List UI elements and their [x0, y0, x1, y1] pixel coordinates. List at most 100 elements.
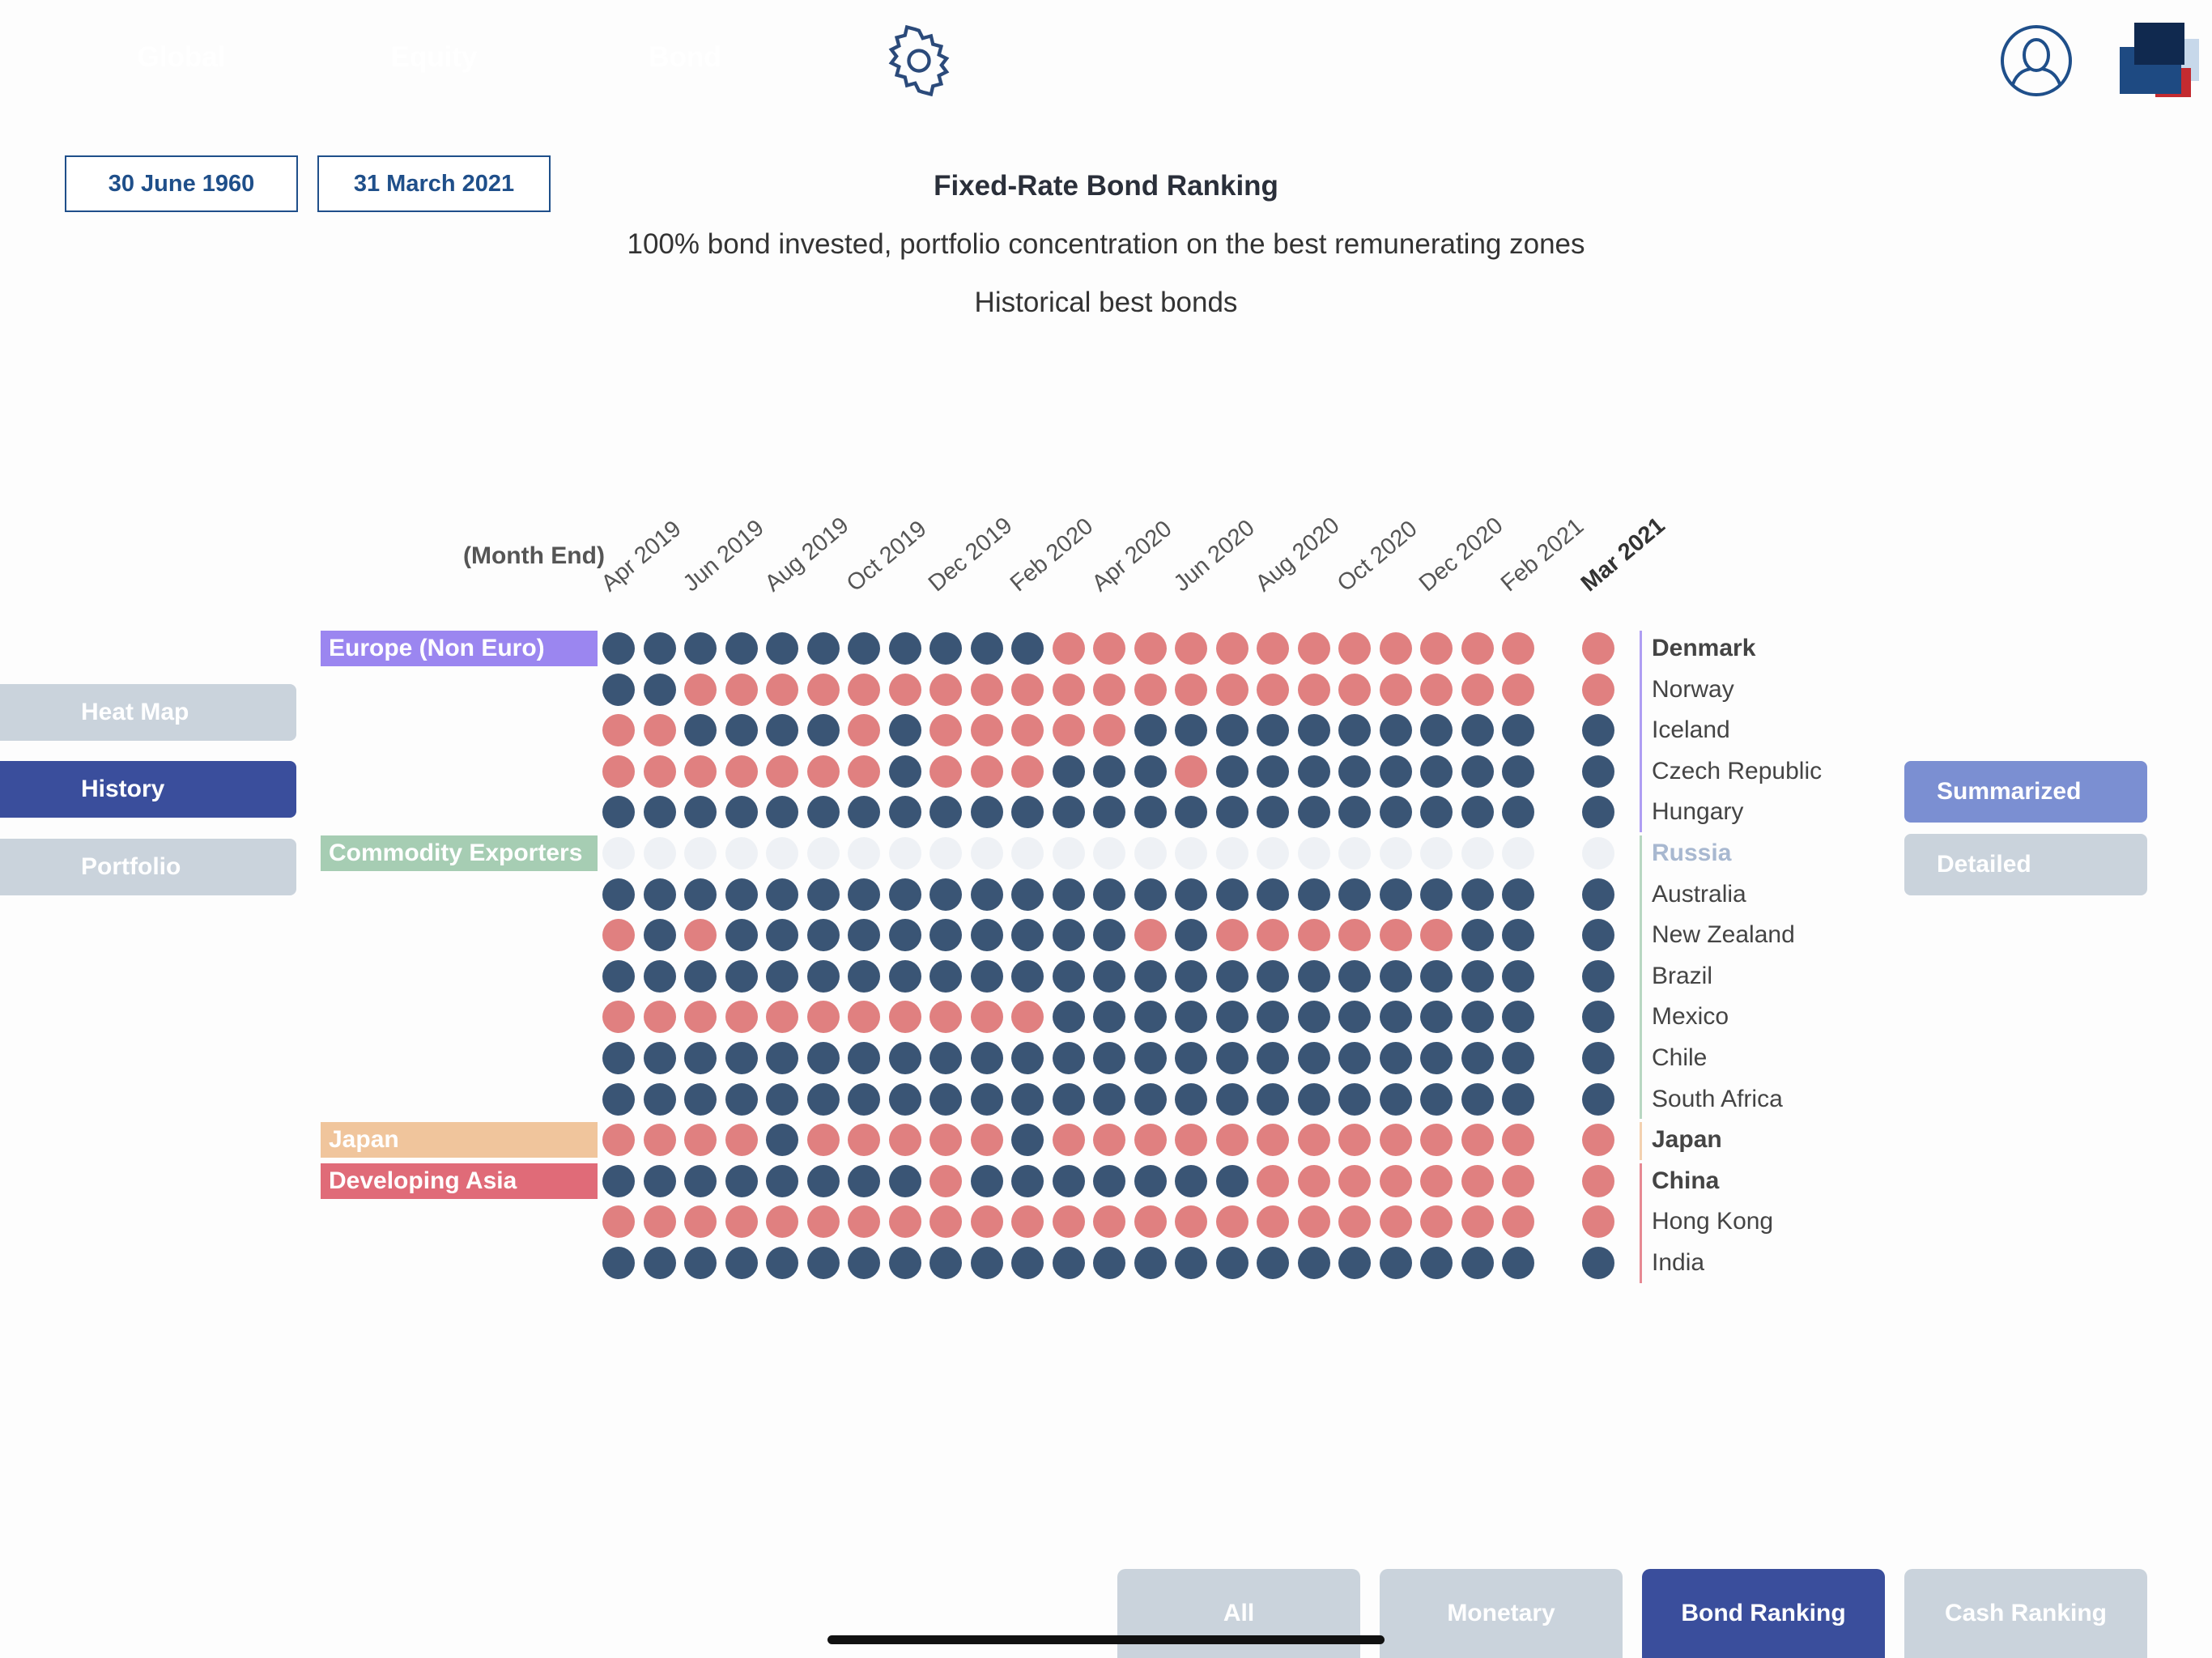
ranking-dot[interactable] [1215, 714, 1249, 747]
current-ranking-dot[interactable] [1582, 1124, 1614, 1157]
ranking-dot[interactable] [970, 1164, 1003, 1197]
ranking-dot[interactable] [1379, 837, 1412, 869]
ranking-dot[interactable] [766, 1001, 798, 1034]
ranking-dot[interactable] [1134, 632, 1167, 665]
ranking-dot[interactable] [1134, 919, 1167, 952]
ranking-dot[interactable] [929, 959, 962, 993]
ranking-dot[interactable] [1175, 673, 1207, 706]
ranking-dot[interactable] [1093, 1124, 1125, 1157]
ranking-dot[interactable] [1215, 1124, 1249, 1157]
ranking-dot[interactable] [1011, 1164, 1044, 1197]
ranking-dot[interactable] [1215, 919, 1249, 952]
detailed-button[interactable]: Detailed [1904, 834, 2147, 895]
ranking-dot[interactable] [766, 632, 798, 665]
ranking-dot[interactable] [1420, 1247, 1453, 1279]
current-ranking-dot[interactable] [1582, 837, 1614, 869]
ranking-dot[interactable] [1134, 959, 1167, 993]
ranking-dot[interactable] [1379, 796, 1412, 829]
ranking-dot[interactable] [848, 959, 880, 993]
ranking-dot[interactable] [1093, 796, 1125, 829]
ranking-dot[interactable] [1134, 878, 1167, 911]
ranking-dot[interactable] [1215, 1205, 1249, 1239]
ranking-dot[interactable] [1297, 1001, 1330, 1034]
ranking-dot[interactable] [1461, 1164, 1494, 1197]
ranking-dot[interactable] [848, 1205, 880, 1239]
ranking-dot[interactable] [1379, 755, 1412, 788]
ranking-dot[interactable] [1461, 755, 1494, 788]
ranking-dot[interactable] [602, 1247, 635, 1279]
ranking-dot[interactable] [766, 714, 798, 747]
ranking-dot[interactable] [970, 959, 1003, 993]
ranking-dot[interactable] [1297, 919, 1330, 952]
ranking-dot[interactable] [929, 919, 962, 952]
ranking-dot[interactable] [1420, 878, 1453, 911]
ranking-dot[interactable] [1175, 878, 1207, 911]
ranking-dot[interactable] [888, 919, 921, 952]
ranking-dot[interactable] [806, 1124, 840, 1157]
ranking-dot[interactable] [602, 1042, 635, 1074]
ranking-dot[interactable] [1338, 1082, 1371, 1116]
ranking-dot[interactable] [1461, 1205, 1494, 1239]
ranking-dot[interactable] [806, 796, 840, 829]
ranking-dot[interactable] [806, 673, 840, 706]
ranking-dot[interactable] [848, 755, 880, 788]
ranking-dot[interactable] [684, 796, 717, 829]
ranking-dot[interactable] [806, 878, 840, 911]
ranking-dot[interactable] [725, 673, 758, 706]
tab-bond-ranking[interactable]: Bond Ranking [1642, 1569, 1885, 1658]
nav-heat-map[interactable]: Heat Map [0, 684, 296, 741]
ranking-dot[interactable] [1257, 959, 1289, 993]
ranking-dot[interactable] [1461, 1247, 1494, 1279]
ranking-dot[interactable] [1052, 959, 1085, 993]
ranking-dot[interactable] [602, 959, 635, 993]
ranking-dot[interactable] [1502, 632, 1534, 665]
ranking-dot[interactable] [1297, 1042, 1330, 1074]
ranking-dot[interactable] [970, 919, 1003, 952]
ranking-dot[interactable] [1093, 755, 1125, 788]
ranking-dot[interactable] [1420, 796, 1453, 829]
ranking-dot[interactable] [1093, 1247, 1125, 1279]
ranking-dot[interactable] [929, 1164, 962, 1197]
ranking-dot[interactable] [1011, 878, 1044, 911]
current-ranking-dot[interactable] [1582, 632, 1614, 665]
ranking-dot[interactable] [848, 1164, 880, 1197]
ranking-dot[interactable] [684, 1164, 717, 1197]
ranking-dot[interactable] [1011, 632, 1044, 665]
ranking-dot[interactable] [766, 1124, 798, 1157]
ranking-dot[interactable] [1175, 755, 1207, 788]
ranking-dot[interactable] [1461, 919, 1494, 952]
ranking-dot[interactable] [970, 837, 1003, 869]
ranking-dot[interactable] [1093, 673, 1125, 706]
ranking-dot[interactable] [1052, 1001, 1085, 1034]
ranking-dot[interactable] [684, 919, 717, 952]
ranking-dot[interactable] [1011, 1082, 1044, 1116]
ranking-dot[interactable] [970, 1042, 1003, 1074]
current-ranking-dot[interactable] [1582, 1042, 1614, 1074]
ranking-dot[interactable] [1093, 1042, 1125, 1074]
ranking-dot[interactable] [766, 796, 798, 829]
ranking-dot[interactable] [1093, 919, 1125, 952]
ranking-dot[interactable] [1052, 1124, 1085, 1157]
ranking-dot[interactable] [1338, 878, 1371, 911]
ranking-dot[interactable] [970, 1205, 1003, 1239]
ranking-dot[interactable] [970, 1124, 1003, 1157]
ranking-dot[interactable] [806, 1042, 840, 1074]
ranking-dot[interactable] [1215, 1082, 1249, 1116]
ranking-dot[interactable] [1134, 755, 1167, 788]
ranking-dot[interactable] [1257, 714, 1289, 747]
ranking-dot[interactable] [643, 959, 676, 993]
ranking-dot[interactable] [848, 1082, 880, 1116]
ranking-dot[interactable] [1461, 1001, 1494, 1034]
ranking-dot[interactable] [1420, 1164, 1453, 1197]
ranking-dot[interactable] [1257, 1042, 1289, 1074]
ranking-dot[interactable] [929, 1001, 962, 1034]
ranking-dot[interactable] [806, 1001, 840, 1034]
ranking-dot[interactable] [643, 1124, 676, 1157]
ranking-dot[interactable] [1502, 755, 1534, 788]
ranking-dot[interactable] [929, 796, 962, 829]
ranking-dot[interactable] [1175, 1205, 1207, 1239]
ranking-dot[interactable] [888, 796, 921, 829]
ranking-dot[interactable] [848, 673, 880, 706]
ranking-dot[interactable] [1502, 1205, 1534, 1239]
ranking-dot[interactable] [1502, 673, 1534, 706]
